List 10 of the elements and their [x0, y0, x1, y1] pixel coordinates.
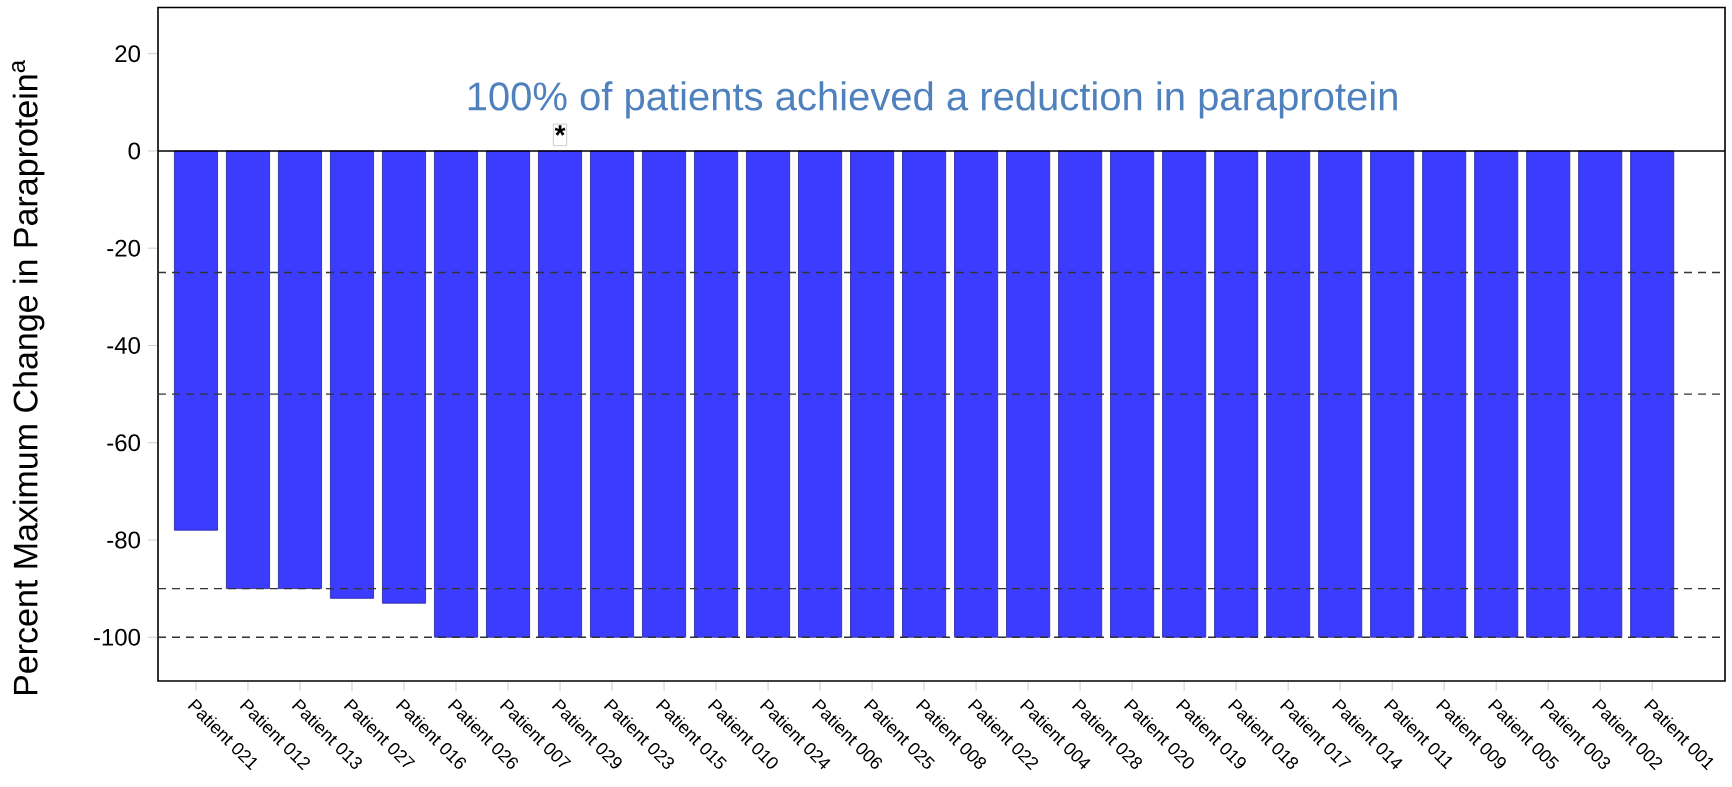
y-axis-title: Percent Maximum Change in Paraprotein$^{a}$	[12, 59, 45, 695]
y-tick-label: -100	[93, 628, 140, 646]
annotation: 100% of patients achieved a reduction in paraprotein	[468, 81, 1397, 119]
y-tick-label: 20	[115, 45, 141, 63]
y-tick-label: -40	[107, 336, 141, 354]
annotation: *	[554, 125, 566, 136]
y-tick-label: -60	[107, 434, 141, 452]
y-tick-label: -20	[107, 239, 141, 257]
y-tick-label: 0	[128, 142, 141, 160]
y-tick-label: -80	[107, 531, 141, 549]
